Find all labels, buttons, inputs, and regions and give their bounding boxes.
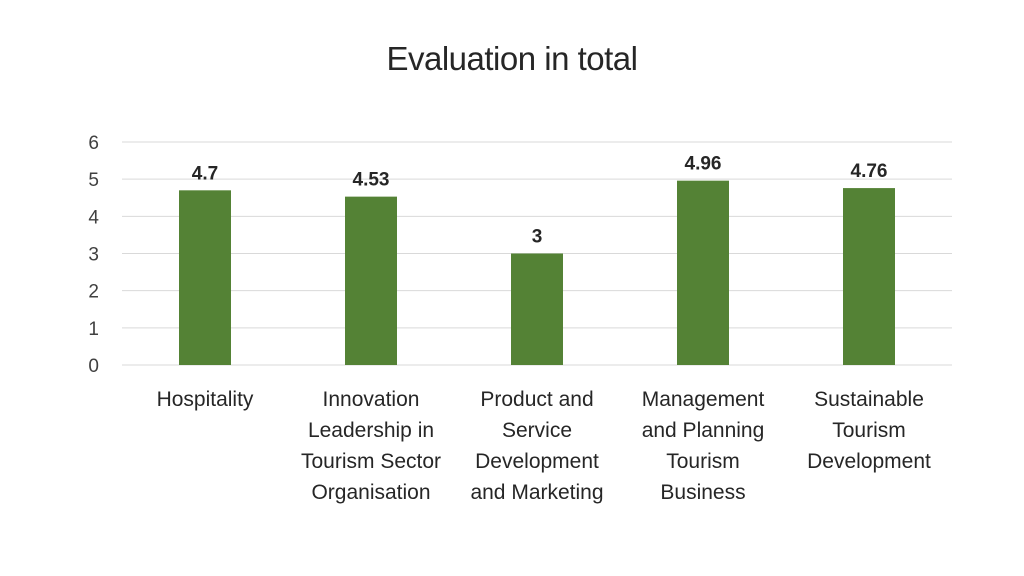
category-label-line: and Planning	[642, 419, 765, 442]
category-label-line: Service	[502, 419, 572, 442]
bar	[345, 196, 397, 365]
category-label-line: Hospitality	[157, 388, 254, 411]
bar	[179, 190, 231, 365]
y-tick-label: 6	[88, 133, 99, 154]
category-label-line: Business	[660, 481, 745, 504]
y-tick-label: 5	[88, 170, 99, 191]
category-label-line: and Marketing	[470, 481, 603, 504]
category-label-line: Organisation	[311, 481, 430, 504]
category-label: Sustainable Tourism Development	[807, 388, 931, 473]
bar	[677, 180, 729, 365]
category-label: Innovation Leadership in Tourism Sector Org…	[301, 388, 441, 504]
category-labels: Hospitality Innovation Leadership in Touris…	[157, 388, 931, 504]
category-label-line: Sustainable	[814, 388, 924, 411]
data-labels: 4.7 4.53 3 4.96 4.76	[192, 154, 888, 248]
category-label-line: Innovation	[323, 388, 420, 411]
data-label: 4.53	[353, 170, 390, 191]
y-tick-label: 2	[88, 282, 99, 303]
category-label-line: Tourism	[832, 419, 906, 442]
category-label-line: Leadership in	[308, 419, 434, 442]
y-tick-label: 0	[88, 356, 99, 377]
bars	[179, 180, 895, 365]
y-tick-label: 1	[88, 319, 99, 340]
category-label-line: Management	[642, 388, 765, 411]
data-label: 4.96	[685, 154, 722, 175]
y-tick-label: 3	[88, 245, 99, 266]
data-label: 4.7	[192, 163, 218, 184]
y-axis-tick-labels: 0 1 2 3 4 5 6	[88, 133, 99, 377]
data-label: 3	[532, 227, 543, 248]
y-tick-label: 4	[88, 207, 99, 228]
category-label-line: Tourism	[666, 450, 740, 473]
bar	[511, 253, 563, 365]
bar	[843, 188, 895, 365]
category-label: Hospitality	[157, 388, 254, 411]
category-label-line: Product and	[480, 388, 593, 411]
data-label: 4.76	[851, 161, 888, 182]
category-label-line: Development	[475, 450, 599, 473]
category-label-line: Tourism Sector	[301, 450, 441, 473]
category-label: Product and Service Development and Marketi…	[470, 388, 603, 504]
category-label-line: Development	[807, 450, 931, 473]
category-label: Management and Planning Tourism Business	[642, 388, 765, 504]
chart-title: Evaluation in total	[386, 40, 638, 77]
